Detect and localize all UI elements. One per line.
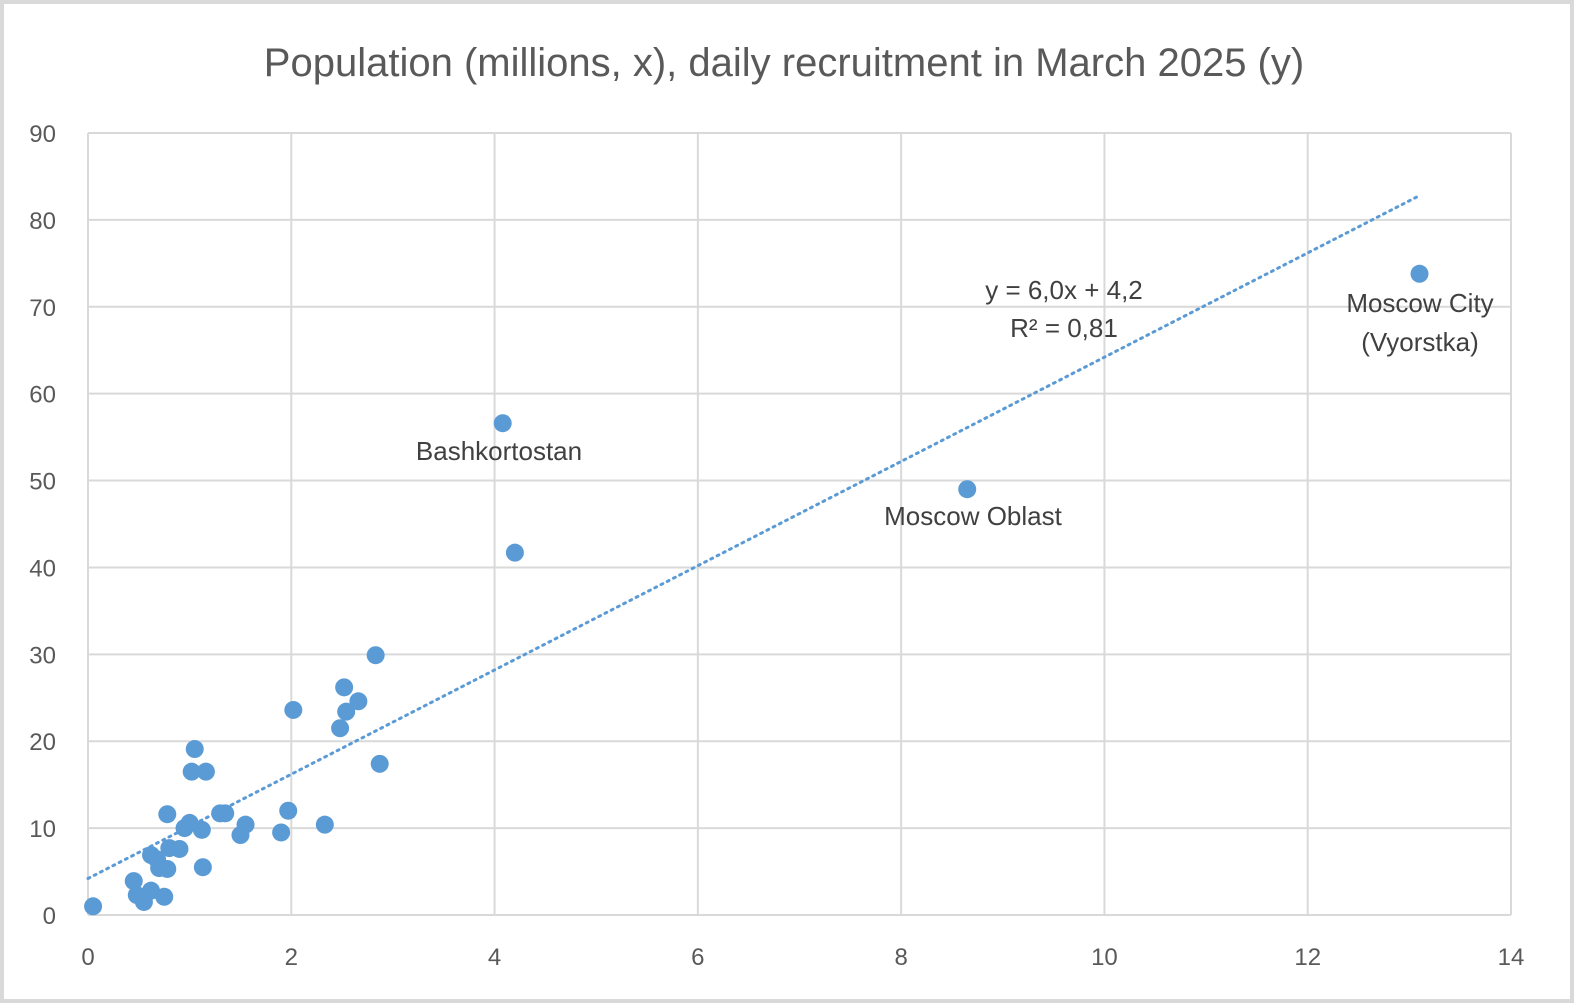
annotation-moscow-city-line2: (Vyorstka) bbox=[1361, 327, 1479, 357]
annotation-bashkortostan: Bashkortostan bbox=[416, 436, 582, 466]
data-point bbox=[279, 801, 298, 820]
y-tick-label: 70 bbox=[29, 295, 56, 322]
y-tick-label: 90 bbox=[29, 121, 56, 148]
data-point bbox=[84, 897, 103, 916]
data-point bbox=[335, 678, 354, 697]
data-point bbox=[958, 480, 977, 499]
data-point bbox=[505, 543, 524, 562]
data-point bbox=[193, 858, 212, 877]
data-point bbox=[124, 872, 143, 891]
trendline-r-squared: R² = 0,81 bbox=[1010, 313, 1118, 343]
data-point bbox=[192, 820, 211, 839]
data-point bbox=[349, 692, 368, 711]
data-point bbox=[155, 887, 174, 906]
data-point bbox=[196, 762, 215, 781]
annotation-moscow-city-line1: Moscow City bbox=[1346, 288, 1493, 318]
data-point bbox=[216, 804, 235, 823]
x-tick-label: 4 bbox=[488, 944, 501, 971]
data-point bbox=[493, 414, 512, 433]
data-point bbox=[1410, 264, 1429, 283]
x-tick-label: 2 bbox=[285, 944, 298, 971]
data-point bbox=[158, 805, 177, 824]
data-point bbox=[370, 754, 389, 773]
y-tick-label: 10 bbox=[29, 816, 56, 843]
x-tick-label: 10 bbox=[1091, 944, 1118, 971]
x-tick-label: 12 bbox=[1294, 944, 1321, 971]
trendline bbox=[86, 194, 1422, 881]
data-point bbox=[315, 815, 334, 834]
y-tick-labels: 0 10 20 30 40 50 60 70 80 90 bbox=[29, 121, 56, 930]
x-tick-label: 8 bbox=[894, 944, 907, 971]
data-point bbox=[158, 859, 177, 878]
trendline-equation: y = 6,0x + 4,2 bbox=[985, 275, 1143, 305]
annotation-moscow-oblast: Moscow Oblast bbox=[884, 501, 1062, 531]
y-tick-label: 50 bbox=[29, 469, 56, 496]
data-point bbox=[366, 646, 385, 665]
x-tick-label: 6 bbox=[691, 944, 704, 971]
x-tick-labels: 0 2 4 6 8 10 12 14 bbox=[81, 944, 1524, 971]
data-point bbox=[236, 815, 255, 834]
data-point bbox=[170, 839, 189, 858]
y-tick-label: 40 bbox=[29, 555, 56, 582]
gridlines bbox=[87, 132, 1512, 916]
x-tick-label: 0 bbox=[81, 944, 94, 971]
y-tick-label: 0 bbox=[43, 903, 56, 930]
data-point bbox=[182, 762, 201, 781]
data-point bbox=[272, 823, 291, 842]
y-tick-label: 80 bbox=[29, 208, 56, 235]
y-tick-label: 20 bbox=[29, 729, 56, 756]
data-point bbox=[331, 719, 350, 738]
data-point bbox=[284, 700, 303, 719]
y-tick-label: 30 bbox=[29, 642, 56, 669]
y-tick-label: 60 bbox=[29, 382, 56, 409]
x-tick-label: 14 bbox=[1498, 944, 1525, 971]
chart-title: Population (millions, x), daily recruitm… bbox=[264, 41, 1304, 85]
data-point bbox=[185, 740, 204, 759]
data-point bbox=[337, 702, 356, 721]
data-points bbox=[84, 264, 1429, 916]
